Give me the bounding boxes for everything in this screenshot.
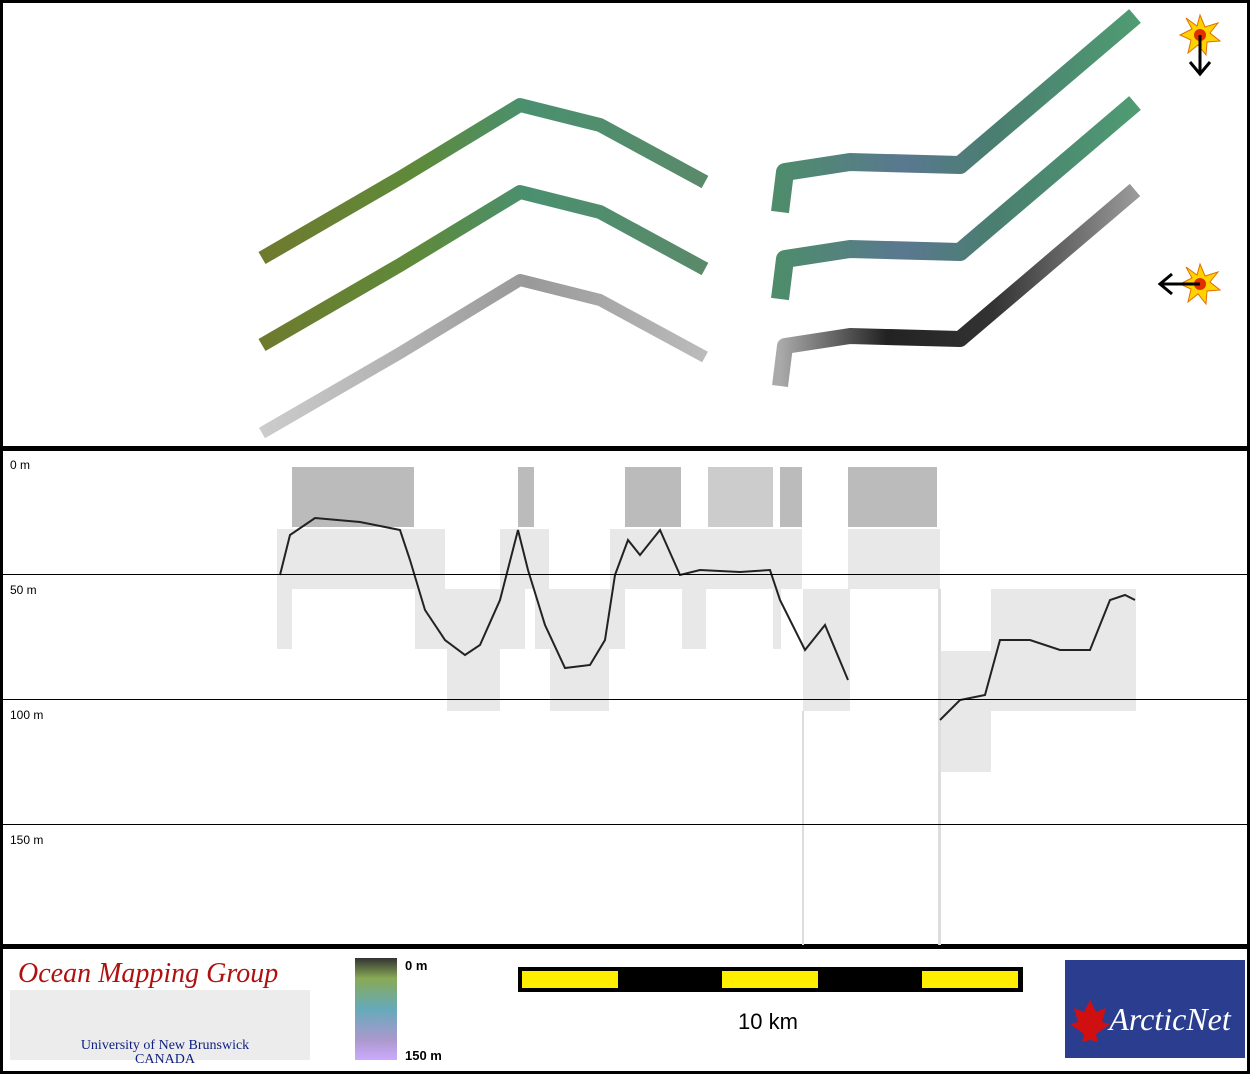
logo-university: University of New Brunswick xyxy=(81,1038,249,1053)
depth-label: 150 m xyxy=(10,833,43,847)
depth-label: 100 m xyxy=(10,708,43,722)
sun-icon xyxy=(1179,14,1221,77)
logo-title: Ocean Mapping Group xyxy=(18,958,278,989)
logo-country: CANADA xyxy=(135,1052,196,1067)
scale-label: 10 km xyxy=(738,1009,798,1034)
swaths xyxy=(258,9,1141,439)
depth-grid xyxy=(3,574,1247,825)
seafloor-trace xyxy=(279,516,849,681)
seafloor-trace xyxy=(939,593,1136,721)
sun-icon xyxy=(1157,263,1221,305)
maple-leaf xyxy=(1070,1000,1110,1042)
colorbar-label: 150 m xyxy=(405,1048,442,1063)
logo-background xyxy=(10,990,310,1060)
partner-logo xyxy=(1065,960,1245,1058)
colorbar-label: 0 m xyxy=(405,958,427,973)
partner-logo-text: ArcticNet xyxy=(1107,1001,1232,1037)
depth-label: 0 m xyxy=(10,458,30,472)
colorbar xyxy=(355,958,397,1060)
depth-label: 50 m xyxy=(10,583,37,597)
scale-bar-segments xyxy=(522,971,1018,988)
profile-tiles xyxy=(277,467,1136,945)
